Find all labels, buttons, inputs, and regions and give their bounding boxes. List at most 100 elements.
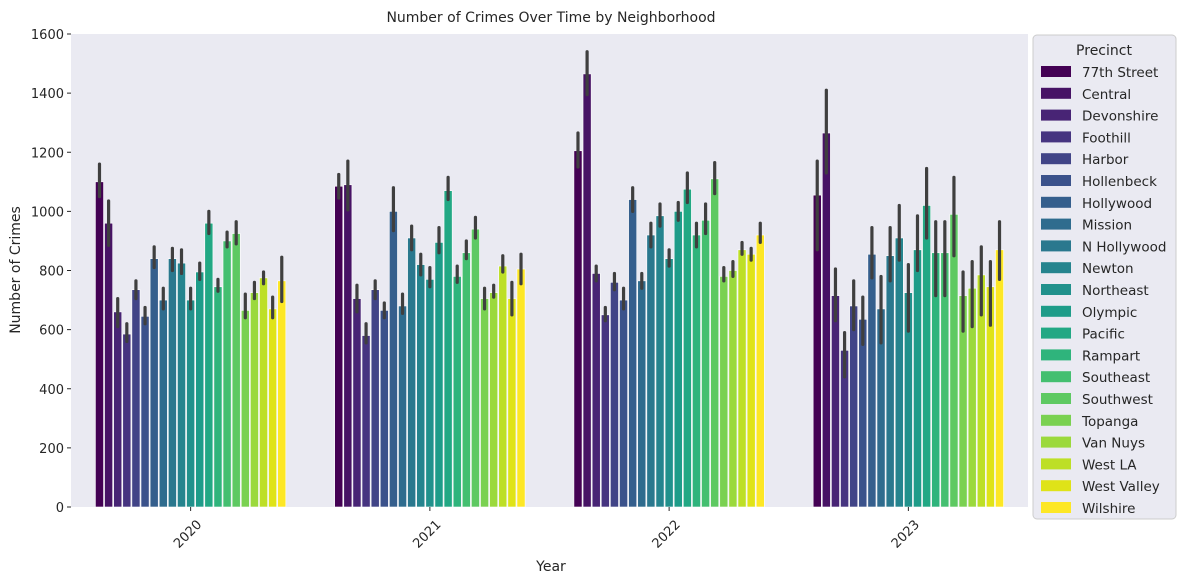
bar [516, 268, 526, 508]
legend-label: Wilshire [1082, 501, 1135, 517]
legend-title: Precinct [1076, 43, 1132, 59]
bar [231, 233, 241, 508]
legend-label: West Valley [1082, 479, 1160, 495]
bar [646, 234, 656, 508]
legend-swatch [1041, 436, 1071, 448]
legend-swatch [1041, 218, 1071, 230]
bar [222, 240, 232, 508]
bar [104, 222, 113, 508]
bar [443, 190, 453, 508]
legend-swatch [1041, 66, 1071, 77]
bar [158, 299, 168, 508]
legend-label: Rampart [1082, 348, 1140, 364]
y-tick-label: 600 [39, 324, 64, 339]
x-tick-label: 2022 [650, 518, 684, 552]
bar [268, 308, 278, 508]
bar [682, 188, 692, 508]
bar [655, 215, 665, 508]
bar [389, 211, 398, 508]
bars-layer [95, 73, 1004, 508]
bar [995, 249, 1004, 508]
chart-title: Number of Crimes Over Time by Neighborho… [386, 10, 715, 26]
legend-swatch [1041, 305, 1071, 317]
bar [122, 333, 132, 508]
legend-label: Hollywood [1082, 196, 1152, 212]
bar [177, 262, 186, 508]
x-axis-label: Year [535, 559, 566, 575]
bar [885, 255, 895, 508]
bar [821, 132, 831, 508]
bar [352, 298, 362, 508]
bar [250, 292, 259, 508]
legend-label: Topanga [1081, 414, 1138, 430]
bar [507, 298, 517, 508]
legend-swatch [1041, 480, 1071, 492]
legend-swatch [1041, 371, 1071, 383]
bar [849, 305, 859, 508]
bar [489, 292, 499, 508]
legend-label: Harbor [1082, 152, 1129, 168]
bar [434, 242, 444, 508]
bar [186, 299, 195, 508]
legend-swatch [1041, 196, 1071, 208]
legend-label: Van Nuys [1082, 436, 1145, 452]
bar [867, 253, 877, 508]
x-tick-label: 2020 [171, 518, 205, 552]
bar [334, 185, 344, 508]
bar [737, 249, 747, 508]
y-tick-label: 1400 [31, 87, 64, 102]
legend-label: Northeast [1082, 283, 1149, 299]
legend-label: Olympic [1082, 305, 1137, 321]
bar [710, 178, 720, 508]
bar [195, 271, 205, 508]
bar [673, 211, 683, 508]
bar [582, 73, 592, 508]
bar [204, 222, 214, 508]
bar [831, 295, 840, 508]
bar [701, 219, 710, 508]
bar [452, 276, 462, 508]
legend-swatch [1041, 153, 1071, 165]
legend-label: Pacific [1082, 327, 1125, 343]
legend-swatch [1041, 502, 1071, 513]
bar [728, 270, 738, 508]
bar [949, 214, 959, 508]
legend-swatch [1041, 175, 1071, 186]
bar [858, 318, 868, 508]
bar [719, 276, 729, 508]
bar [168, 258, 177, 508]
bar [131, 289, 141, 508]
legend-label: Southeast [1082, 370, 1150, 386]
legend-swatch [1041, 393, 1071, 404]
bar [610, 282, 619, 508]
legend-swatch [1041, 284, 1071, 295]
legend-swatch [1041, 349, 1071, 361]
bar [416, 264, 426, 508]
bar [407, 237, 417, 508]
y-tick-label: 800 [39, 265, 64, 280]
bar [692, 234, 701, 508]
legend-swatch [1041, 458, 1071, 470]
legend-swatch [1041, 240, 1071, 252]
bar [370, 289, 380, 508]
bar [140, 316, 150, 508]
legend-label: Hollenbeck [1082, 174, 1157, 190]
bar [277, 280, 287, 508]
bar [746, 253, 756, 508]
y-tick-label: 1600 [31, 28, 64, 43]
bar [343, 184, 353, 508]
y-tick-label: 400 [39, 383, 64, 398]
bar [480, 298, 489, 508]
bar [471, 228, 480, 508]
bar [259, 277, 268, 508]
legend-label: Foothill [1082, 130, 1131, 146]
bar [591, 273, 601, 508]
bar [913, 249, 922, 508]
bar [398, 305, 407, 508]
x-tick-label: 2021 [410, 518, 444, 552]
legend-swatch [1041, 414, 1071, 426]
legend-label: N Hollywood [1082, 239, 1166, 255]
legend-swatch [1041, 109, 1071, 121]
y-axis-label: Number of Crimes [8, 206, 24, 334]
legend-label: Mission [1082, 218, 1132, 234]
